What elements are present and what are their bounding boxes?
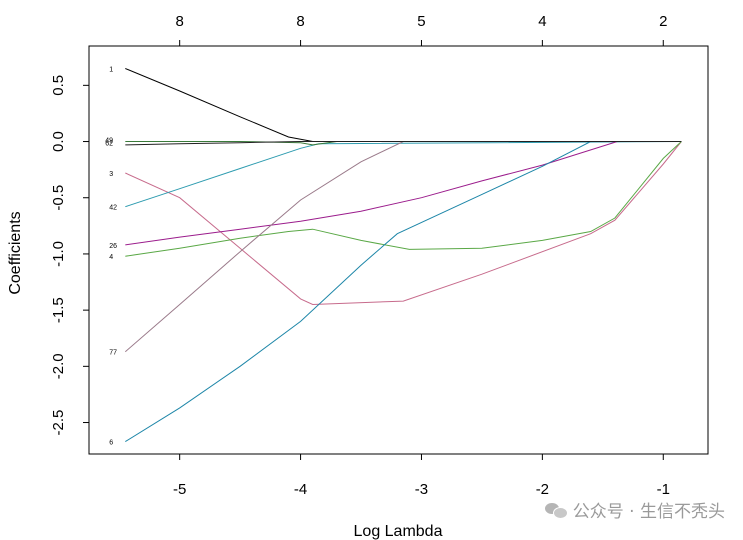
watermark: 公众号 · 生信不秃头 [544,497,725,522]
y-tick-label: -2.0 [50,353,67,379]
y-tick-label: -0.5 [50,185,67,211]
top-tick-label: 2 [659,13,667,30]
path-label: 4 [109,254,113,261]
y-tick-label: 0.0 [50,131,67,152]
coefficient-path-line [125,68,682,142]
path-label: 77 [109,350,117,357]
coefficient-path-line [125,141,682,146]
watermark-text: 公众号 · 生信不秃头 [572,502,725,522]
path-label: 1 [109,66,113,73]
y-tick-label: -1.5 [50,297,67,323]
x-tick-label: -5 [173,481,186,498]
y-tick-label: -1.0 [50,241,67,267]
coefficient-path-line [125,141,682,306]
coefficient-paths [124,68,682,443]
path-label: 3 [109,171,113,178]
path-label: 6 [109,440,113,447]
top-tick-label: 8 [176,13,184,30]
coefficient-path-line [125,141,682,257]
y-tick-label: -2.5 [50,410,67,436]
wechat-icon [544,501,568,519]
x-tick-label: -1 [657,481,670,498]
x-axis-title: Log Lambda [354,523,443,540]
bottom-axis: -5 -4 -3 -2 -1 [173,454,670,498]
y-axis-title: Coefficients [7,211,24,294]
coefficient-path-line [125,141,682,246]
coefficient-path-line [124,141,682,353]
plot-frame [88,45,709,455]
top-tick-label: 4 [538,13,546,30]
coefficient-path-line [125,141,682,443]
top-axis: 8 8 5 4 2 [176,13,667,46]
path-label: 62 [105,141,113,148]
top-tick-label: 8 [296,13,304,30]
coefficient-path-line [125,141,682,208]
y-tick-label: 0.5 [50,75,67,96]
path-label: 26 [109,243,117,250]
top-tick-label: 5 [417,13,425,30]
x-tick-label: -3 [415,481,428,498]
left-axis: 0.5 0.0 -0.5 -1.0 -1.5 -2.0 -2.5 [50,75,89,436]
x-tick-label: -2 [536,481,549,498]
path-label: 49 [105,138,113,145]
path-label: 42 [109,205,117,212]
x-tick-label: -4 [294,481,307,498]
